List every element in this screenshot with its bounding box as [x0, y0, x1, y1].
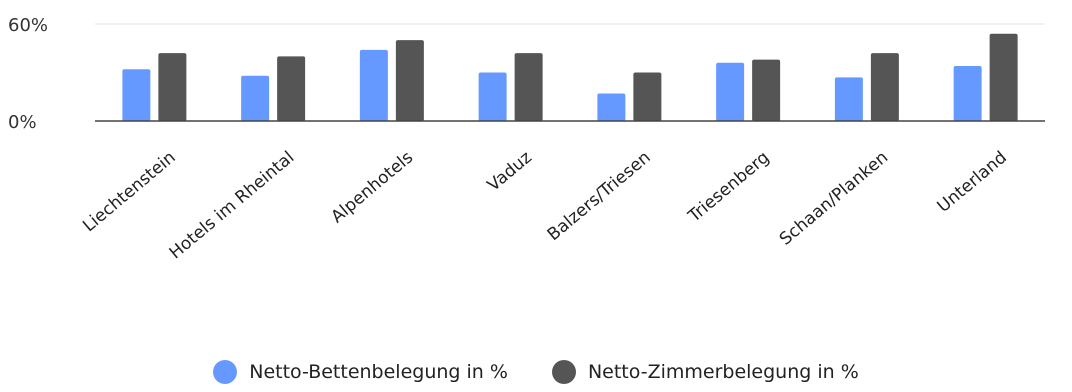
- y-tick-label: 60%: [8, 15, 48, 36]
- x-tick-label: Schaan/Planken: [776, 148, 892, 250]
- x-tick-label: Balzers/Triesen: [544, 148, 655, 246]
- y-tick-label: 0%: [8, 112, 37, 133]
- x-tick-label: Unterland: [934, 148, 1011, 217]
- bar-zimmerbelegung[interactable]: [514, 53, 543, 121]
- bar-bettenbelegung[interactable]: [716, 62, 745, 121]
- x-tick-label: Vaduz: [484, 147, 536, 195]
- bar-bettenbelegung[interactable]: [359, 49, 388, 121]
- bar-zimmerbelegung[interactable]: [989, 33, 1018, 122]
- legend-swatch-netto-zimmerbelegung: [551, 360, 576, 384]
- legend-label-netto-bettenbelegung: Netto-Bettenbelegung in %: [249, 361, 508, 383]
- legend-item-netto-zimmerbelegung[interactable]: Netto-Zimmerbelegung in %: [551, 360, 859, 384]
- bar-zimmerbelegung[interactable]: [870, 53, 899, 121]
- bar-zimmerbelegung[interactable]: [395, 40, 424, 121]
- x-tick-label: Alpenhotels: [327, 147, 417, 227]
- bar-zimmerbelegung[interactable]: [633, 72, 662, 122]
- x-tick-label: Triesenberg: [684, 148, 773, 228]
- bar-bettenbelegung[interactable]: [597, 93, 626, 121]
- bar-bettenbelegung[interactable]: [834, 77, 863, 121]
- bar-bettenbelegung[interactable]: [953, 66, 982, 121]
- bar-zimmerbelegung[interactable]: [277, 56, 306, 122]
- bar-zimmerbelegung[interactable]: [158, 53, 187, 121]
- legend-item-netto-bettenbelegung[interactable]: Netto-Bettenbelegung in %: [213, 360, 508, 384]
- bar-bettenbelegung[interactable]: [122, 69, 151, 121]
- y-axis-ticks: 0% 60%: [8, 15, 48, 133]
- bar-zimmerbelegung[interactable]: [752, 59, 781, 121]
- bar-bettenbelegung[interactable]: [478, 72, 507, 122]
- legend: Netto-Bettenbelegung in % Netto-Zimmerbe…: [0, 360, 1072, 384]
- x-tick-label: Hotels im Rheintal: [166, 148, 299, 264]
- legend-swatch-netto-bettenbelegung: [213, 360, 238, 384]
- x-tick-label: Liechtenstein: [79, 148, 179, 237]
- legend-label-netto-zimmerbelegung: Netto-Zimmerbelegung in %: [587, 361, 859, 383]
- bar-bettenbelegung[interactable]: [241, 75, 270, 121]
- bars: [122, 33, 1018, 122]
